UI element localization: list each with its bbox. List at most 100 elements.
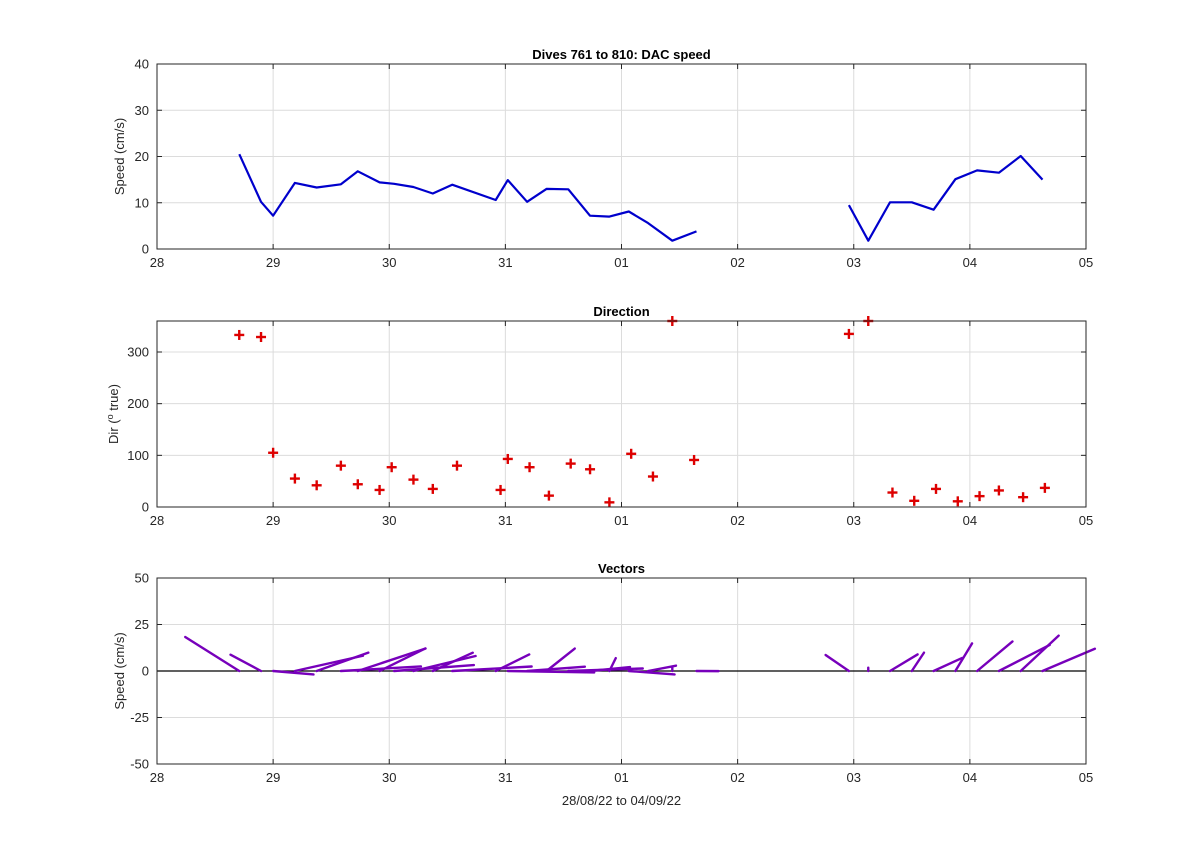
- vector-stick: [525, 665, 587, 673]
- direction-point: [451, 460, 462, 471]
- vector-stick: [608, 656, 617, 673]
- x-tick-label: 02: [730, 513, 744, 528]
- vector-stick: [431, 651, 474, 673]
- vector-stick: [315, 651, 370, 673]
- x-tick-label: 03: [847, 770, 861, 785]
- x-tick-label: 01: [614, 255, 628, 270]
- x-tick-label: 04: [963, 770, 977, 785]
- x-tick-label: 29: [266, 255, 280, 270]
- speed-series-line: [847, 154, 1044, 242]
- y-tick-label: 200: [127, 396, 149, 411]
- y-tick-label: 10: [135, 195, 149, 210]
- axes-frame: [156, 63, 1087, 250]
- y-tick-label: 50: [135, 571, 149, 586]
- x-tick-label: 03: [847, 513, 861, 528]
- direction-point: [887, 487, 898, 498]
- direction-point: [909, 495, 920, 506]
- y-tick-label: 0: [142, 500, 149, 515]
- speed-series-line: [238, 153, 697, 242]
- x-tick-label: 02: [730, 770, 744, 785]
- vector-stick: [545, 647, 576, 673]
- direction-point: [352, 479, 363, 490]
- direction-point: [931, 483, 942, 494]
- y-axis-label: Speed (cm/s): [112, 118, 127, 195]
- direction-point: [311, 480, 322, 491]
- direction-point: [408, 474, 419, 485]
- vector-stick: [910, 651, 926, 673]
- direction-point: [386, 462, 397, 473]
- vector-stick: [506, 669, 596, 674]
- x-tick-label: 29: [266, 770, 280, 785]
- panel-3: 28 29 30 31 01 02 03 04 05 -50 -25 0 25 50 Vectors Spee…: [112, 561, 1097, 808]
- vector-stick: [975, 640, 1014, 673]
- direction-point: [335, 460, 346, 471]
- direction-point: [689, 454, 700, 465]
- vector-stick: [356, 647, 427, 673]
- vector-stick: [1019, 634, 1060, 673]
- vector-stick: [271, 669, 315, 676]
- direction-point: [843, 328, 854, 339]
- direction-point: [585, 464, 596, 475]
- x-tick-label: 03: [847, 255, 861, 270]
- vector-stick: [450, 665, 533, 673]
- direction-point: [256, 332, 267, 343]
- axes-frame: [156, 577, 1087, 765]
- vector-stick: [824, 653, 851, 673]
- vector-stick: [184, 635, 241, 673]
- direction-point: [427, 483, 438, 494]
- x-tick-label: 02: [730, 255, 744, 270]
- x-tick-label: 05: [1079, 513, 1093, 528]
- x-tick-label: 30: [382, 513, 396, 528]
- vector-stick: [997, 643, 1051, 673]
- x-tick-label: 28: [150, 770, 164, 785]
- y-tick-label: 40: [135, 57, 149, 72]
- vector-stick: [932, 656, 964, 673]
- x-tick-label: 05: [1079, 255, 1093, 270]
- vector-stick: [888, 653, 919, 673]
- x-tick-label: 31: [498, 770, 512, 785]
- direction-point: [565, 458, 576, 469]
- vector-stick: [627, 669, 676, 676]
- direction-point: [524, 462, 535, 473]
- direction-point: [234, 329, 245, 340]
- direction-point: [1039, 482, 1050, 493]
- x-tick-label: 28: [150, 255, 164, 270]
- direction-point: [374, 484, 385, 495]
- direction-point: [647, 471, 658, 482]
- x-tick-label: 01: [614, 770, 628, 785]
- panel-2: 28 29 30 31 01 02 03 04 05 0 100 200 300 Direction Dir…: [105, 304, 1093, 528]
- x-tick-label: 30: [382, 770, 396, 785]
- x-tick-label: 29: [266, 513, 280, 528]
- panel-title: Dives 761 to 810: DAC speed: [532, 47, 711, 62]
- direction-point: [543, 490, 554, 501]
- vector-stick: [378, 647, 427, 673]
- x-tick-label: 04: [963, 513, 977, 528]
- y-tick-label: 100: [127, 448, 149, 463]
- y-axis-label: Speed (cm/s): [112, 632, 127, 709]
- vector-stick: [1041, 647, 1097, 673]
- y-axis-label: Dir (o true): [105, 384, 121, 444]
- vector-stick: [339, 665, 423, 673]
- x-tick-label: 31: [498, 255, 512, 270]
- y-tick-label: 25: [135, 617, 149, 632]
- direction-point: [604, 497, 615, 508]
- y-tick-label: 300: [127, 345, 149, 360]
- direction-point: [993, 485, 1004, 496]
- x-tick-label: 05: [1079, 770, 1093, 785]
- vector-stick: [646, 664, 678, 673]
- panel-1: 28 29 30 31 01 02 03 04 05 0 10 20 30 40 Dives 761 to …: [112, 47, 1093, 270]
- y-tick-label: 0: [142, 664, 149, 679]
- direction-point: [495, 484, 506, 495]
- x-axis-label: 28/08/22 to 04/09/22: [562, 793, 681, 808]
- vector-stick: [392, 663, 476, 673]
- x-tick-label: 04: [963, 255, 977, 270]
- direction-point: [974, 491, 985, 502]
- vector-stick: [954, 642, 974, 673]
- y-tick-label: 20: [135, 149, 149, 164]
- y-tick-label: 30: [135, 103, 149, 118]
- direction-point: [952, 496, 963, 507]
- panel-title: Vectors: [598, 561, 645, 576]
- y-tick-label: -25: [130, 710, 149, 725]
- direction-point: [268, 447, 279, 458]
